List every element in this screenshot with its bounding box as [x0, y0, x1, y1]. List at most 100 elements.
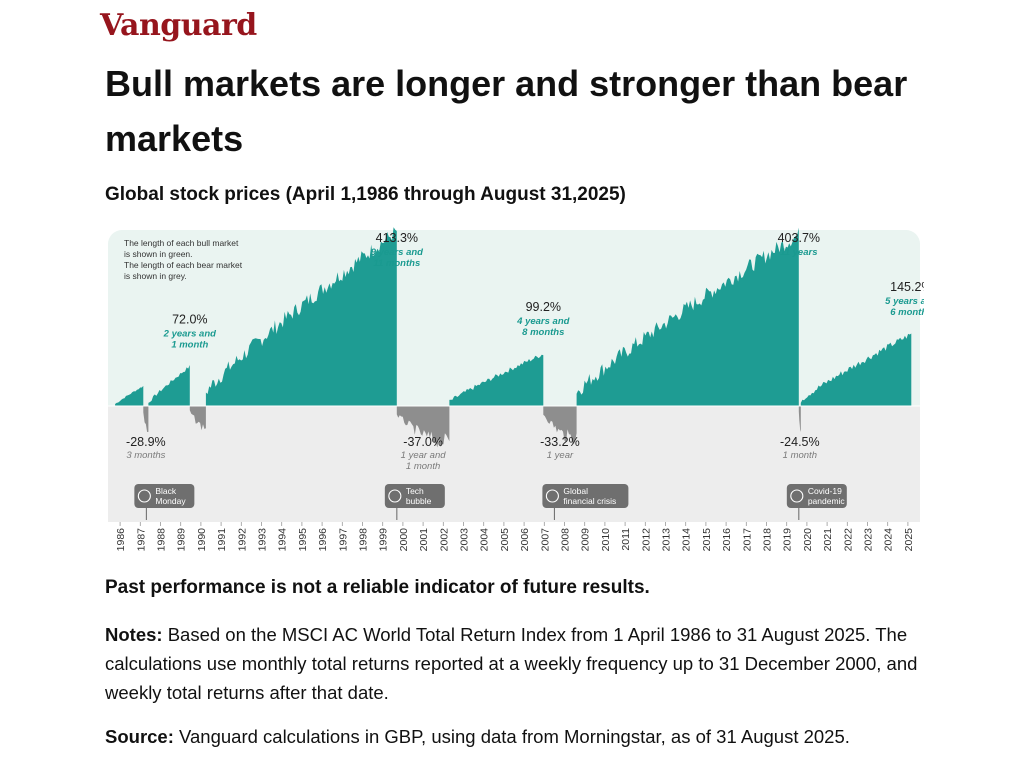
bear-market-area	[143, 406, 149, 432]
bull-duration-label: 4 years and	[516, 316, 569, 327]
event-label-line1: Global	[563, 486, 588, 496]
bull-return-label: 72.0%	[172, 312, 207, 326]
event-badge	[384, 484, 445, 508]
year-label: 2008	[560, 528, 572, 552]
bull-return-label: 145.2%	[890, 280, 924, 294]
bull-return-label: 403.7%	[778, 231, 820, 245]
area-layer	[115, 227, 912, 448]
year-label: 2002	[438, 528, 450, 552]
bear-return-label: -37.0%	[403, 435, 443, 449]
bull-duration-label: 2 years and	[163, 328, 216, 339]
event-label-line2: pandemic	[808, 496, 846, 506]
bear-return-label: -28.9%	[126, 435, 166, 449]
bull-market-area	[576, 227, 799, 406]
year-label: 1989	[176, 528, 188, 552]
calendar-icon	[137, 489, 151, 503]
year-label: 1986	[115, 528, 127, 552]
event-badge	[786, 484, 847, 508]
year-label: 2000	[398, 528, 410, 552]
year-label: 1992	[236, 528, 248, 552]
year-label: 2007	[539, 528, 551, 552]
bull-duration-label: 5 years and	[885, 296, 924, 307]
year-label: 2025	[903, 528, 915, 552]
source-label: Source:	[105, 726, 174, 747]
year-label: 1988	[156, 528, 168, 552]
event-label-line2: bubble	[406, 496, 432, 506]
year-label: 2010	[600, 528, 612, 552]
year-label: 2013	[661, 528, 673, 552]
year-label: 2014	[681, 528, 693, 552]
bear-zone-corners	[108, 506, 920, 522]
year-label: 2001	[418, 528, 430, 552]
notes-label: Notes:	[105, 624, 163, 645]
legend-note-line: is shown in grey.	[124, 271, 187, 281]
year-label: 1997	[337, 528, 349, 552]
event-label-line1: Tech	[406, 486, 424, 496]
bull-market-area	[115, 385, 144, 406]
bull-return-label: 413.3%	[376, 231, 418, 245]
chart-subtitle: Global stock prices (April 1,1986 throug…	[105, 184, 626, 205]
year-label: 1991	[216, 528, 228, 552]
bear-market-area	[189, 406, 206, 431]
notes-text: Based on the MSCI AC World Total Return …	[105, 624, 918, 703]
year-label: 2009	[580, 528, 592, 552]
year-label: 2016	[721, 528, 733, 552]
year-label: 2005	[499, 528, 511, 552]
bear-market-area	[798, 406, 801, 432]
bull-duration-label: 11 months	[373, 258, 420, 269]
bull-market-area	[800, 333, 912, 406]
year-label: 2019	[782, 528, 794, 552]
legend-note-line: The length of each bear market	[124, 260, 243, 270]
notes-paragraph: Notes: Based on the MSCI AC World Total …	[105, 620, 925, 707]
bear-market-area	[543, 406, 577, 445]
legend-note-line: The length of each bull market	[124, 238, 239, 248]
bear-duration-label: 1 year and	[401, 450, 447, 461]
year-label: 2020	[802, 528, 814, 552]
year-label: 2022	[842, 528, 854, 552]
event-label-line2: financial crisis	[563, 496, 616, 506]
year-label: 1998	[358, 528, 370, 552]
year-label: 1990	[196, 528, 208, 552]
bull-duration-label: 1 month	[171, 339, 208, 350]
bull-duration-label: 11 years	[780, 247, 817, 258]
legend-note-line: is shown in green.	[124, 249, 193, 259]
year-label: 2012	[640, 528, 652, 552]
year-label: 1993	[257, 528, 269, 552]
year-label: 2018	[762, 528, 774, 552]
event-badge	[542, 484, 629, 508]
event-badge	[134, 484, 195, 508]
bear-return-label: -33.2%	[540, 435, 580, 449]
source-paragraph: Source: Vanguard calculations in GBP, us…	[105, 723, 935, 751]
year-label: 2021	[822, 528, 834, 552]
bull-market-area	[205, 227, 397, 406]
event-label-line1: Black	[155, 486, 177, 496]
event-label-line2: Monday	[155, 496, 186, 506]
bull-market-area	[449, 354, 544, 406]
x-axis: 1986 1987 1988 1989 1990 1991 1992 1993 1994 1995…	[115, 522, 915, 551]
bear-duration-label: 3 months	[126, 450, 165, 461]
globe-icon	[545, 489, 559, 503]
year-label: 2004	[479, 528, 491, 552]
bear-duration-label: 1 year	[547, 450, 574, 461]
event-label-line1: Covid-19	[808, 486, 842, 496]
year-label: 2003	[459, 528, 471, 552]
bull-duration-label: 9 years and	[371, 247, 423, 258]
bear-return-label: -24.5%	[780, 435, 820, 449]
bear-market-area	[396, 406, 450, 448]
year-label: 2017	[741, 528, 753, 552]
year-label: 2023	[863, 528, 875, 552]
bull-duration-label: 8 months	[522, 327, 564, 338]
bear-duration-label: 1 month	[783, 450, 817, 461]
bear-zone-panel	[108, 406, 920, 522]
virus-icon	[790, 489, 804, 503]
year-label: 1994	[277, 528, 289, 552]
year-label: 2024	[883, 528, 895, 552]
lightbulb-icon	[388, 489, 402, 503]
year-label: 2015	[701, 528, 713, 552]
past-performance-disclaimer: Past performance is not a reliable indic…	[105, 577, 650, 598]
bull-duration-label: 6 months	[890, 307, 924, 318]
year-label: 1999	[378, 528, 390, 552]
